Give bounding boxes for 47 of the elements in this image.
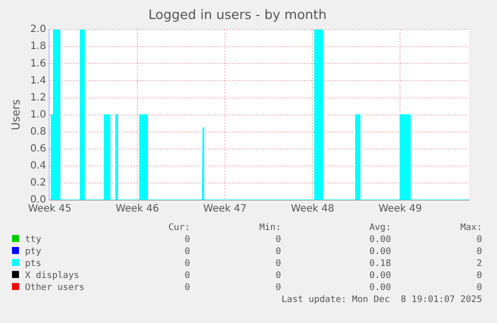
legend-label: Other users [24, 282, 86, 294]
legend-label: X displays [24, 270, 80, 282]
text: 0 [184, 270, 190, 282]
x-tick-label: Week 49 [378, 204, 422, 215]
text: Max: [459, 222, 482, 234]
y-axis-title: Users [9, 99, 22, 130]
chart-title: Logged in users - by month [148, 8, 327, 24]
legend-label: pty [24, 246, 42, 258]
text: 0 [184, 282, 190, 294]
text: Last update: Mon Dec 8 19:01:07 2025 [280, 294, 482, 306]
text: 0 [274, 258, 281, 270]
x-tick-label: Week 45 [28, 204, 72, 215]
legend-label: pts [24, 258, 42, 270]
y-tick-label: 0.8 [30, 126, 46, 138]
y-tick-label: 1.2 [30, 92, 46, 104]
text: 0 [476, 282, 482, 294]
y-tick-label: 0.6 [30, 143, 46, 154]
x-tick-label: Week 46 [116, 204, 159, 215]
text: 0 [274, 282, 281, 294]
text: 0 [476, 234, 482, 246]
text: Min: [258, 222, 281, 234]
text: 0.18 [368, 258, 391, 270]
text: 0.00 [368, 270, 391, 282]
y-tick-label: 0.4 [30, 160, 46, 172]
text: Cur: [167, 222, 190, 234]
text: 0 [476, 270, 482, 282]
text: 0.00 [368, 234, 391, 246]
y-tick-label: 1.0 [30, 109, 46, 120]
text: 0.00 [368, 246, 391, 258]
text: 0 [476, 246, 482, 258]
text: Avg: [368, 222, 391, 234]
y-tick-label: 1.8 [30, 41, 46, 52]
x-tick-label: Week 48 [290, 204, 334, 215]
text: 2 [476, 258, 482, 270]
x-tick-label: Week 47 [203, 204, 247, 215]
text: 0 [274, 234, 281, 246]
y-tick-label: 0.2 [30, 178, 46, 189]
text: 0 [184, 246, 190, 258]
text: 0.00 [368, 282, 391, 294]
text: 0 [274, 270, 281, 282]
y-tick-label: 1.6 [30, 58, 46, 70]
text: 0 [184, 258, 190, 270]
text: 0 [274, 246, 281, 258]
y-tick-label: 2.0 [30, 24, 46, 36]
text: 0 [184, 234, 190, 246]
legend-label: tty [24, 234, 42, 246]
y-tick-label: 1.4 [30, 75, 46, 86]
